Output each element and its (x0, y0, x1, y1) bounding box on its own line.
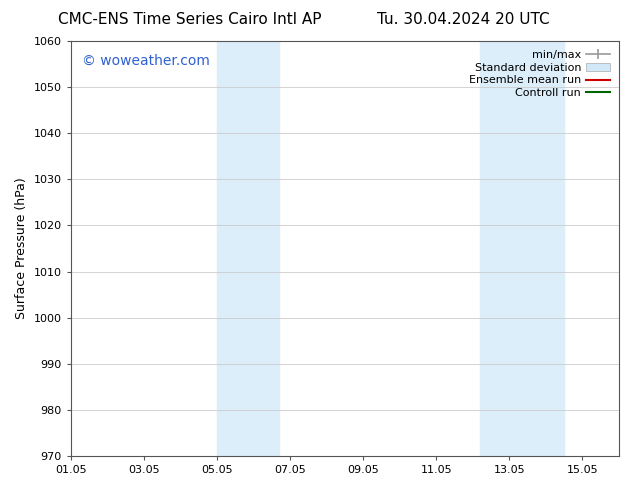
Bar (217, 41, 279, 456)
Y-axis label: Surface Pressure (hPa): Surface Pressure (hPa) (15, 178, 28, 319)
Text: © woweather.com: © woweather.com (82, 53, 210, 68)
Bar (539, 41, 564, 456)
Bar (480, 41, 539, 456)
Legend: min/max, Standard deviation, Ensemble mean run, Controll run: min/max, Standard deviation, Ensemble me… (465, 47, 614, 101)
Text: Tu. 30.04.2024 20 UTC: Tu. 30.04.2024 20 UTC (377, 12, 549, 27)
Text: CMC-ENS Time Series Cairo Intl AP: CMC-ENS Time Series Cairo Intl AP (58, 12, 322, 27)
